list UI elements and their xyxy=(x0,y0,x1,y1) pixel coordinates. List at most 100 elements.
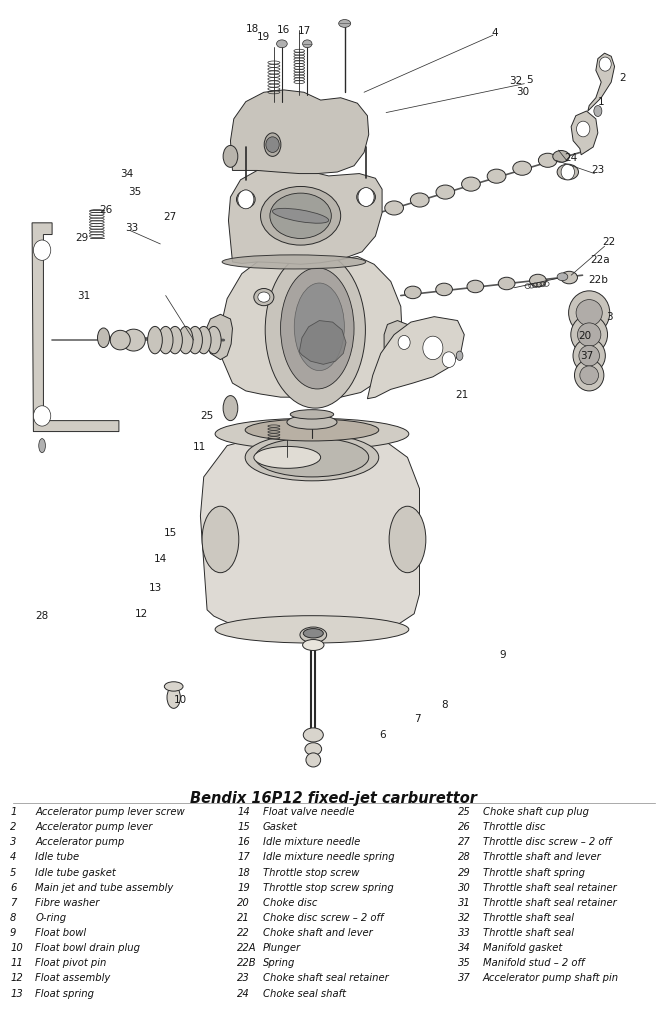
Ellipse shape xyxy=(110,330,130,350)
Ellipse shape xyxy=(167,687,180,708)
Circle shape xyxy=(238,190,254,208)
Ellipse shape xyxy=(389,506,426,572)
Ellipse shape xyxy=(206,326,221,354)
Text: 32: 32 xyxy=(458,913,470,923)
Text: Fibre washer: Fibre washer xyxy=(35,898,100,908)
Ellipse shape xyxy=(568,291,610,334)
Text: 1: 1 xyxy=(10,807,17,817)
Text: Float bowl: Float bowl xyxy=(35,928,87,938)
Text: 10: 10 xyxy=(174,695,187,705)
Polygon shape xyxy=(367,317,464,399)
Ellipse shape xyxy=(573,338,605,373)
Ellipse shape xyxy=(303,640,324,650)
Text: 18: 18 xyxy=(237,868,250,878)
Circle shape xyxy=(33,240,51,261)
Text: 35: 35 xyxy=(458,959,470,969)
Ellipse shape xyxy=(236,191,255,207)
Text: Accelerator pump lever screw: Accelerator pump lever screw xyxy=(35,807,185,817)
Text: 15: 15 xyxy=(164,528,177,539)
Ellipse shape xyxy=(188,326,202,354)
Ellipse shape xyxy=(557,273,568,281)
Circle shape xyxy=(561,165,574,180)
Text: 26: 26 xyxy=(458,822,470,832)
Text: Float pivot pin: Float pivot pin xyxy=(35,959,107,969)
Text: 32: 32 xyxy=(509,77,522,86)
Ellipse shape xyxy=(557,165,578,180)
Text: Choke disc screw – 2 off: Choke disc screw – 2 off xyxy=(263,913,383,923)
Ellipse shape xyxy=(223,145,238,168)
Ellipse shape xyxy=(577,323,601,346)
Circle shape xyxy=(208,331,220,344)
Text: 4: 4 xyxy=(10,852,17,863)
Text: 7: 7 xyxy=(10,898,17,908)
Text: 29: 29 xyxy=(458,868,470,878)
Text: 29: 29 xyxy=(75,233,88,243)
Text: Accelerator pump shaft pin: Accelerator pump shaft pin xyxy=(483,974,619,983)
Ellipse shape xyxy=(410,193,429,207)
Text: 12: 12 xyxy=(135,609,148,618)
Text: 12: 12 xyxy=(10,974,23,983)
Text: 13: 13 xyxy=(148,583,162,593)
Ellipse shape xyxy=(245,419,379,440)
Text: Choke shaft and lever: Choke shaft and lever xyxy=(263,928,372,938)
Ellipse shape xyxy=(594,105,602,117)
Text: Choke seal shaft: Choke seal shaft xyxy=(263,988,345,998)
Text: O-ring: O-ring xyxy=(35,913,67,923)
Text: Throttle shaft seal: Throttle shaft seal xyxy=(483,928,574,938)
Text: Idle mixture needle spring: Idle mixture needle spring xyxy=(263,852,394,863)
Ellipse shape xyxy=(579,345,599,366)
Text: Plunger: Plunger xyxy=(263,943,301,954)
Circle shape xyxy=(33,406,51,426)
Ellipse shape xyxy=(168,326,182,354)
Ellipse shape xyxy=(222,254,366,269)
Ellipse shape xyxy=(294,283,345,371)
Text: Throttle shaft seal: Throttle shaft seal xyxy=(483,913,574,923)
Text: Throttle disc screw – 2 off: Throttle disc screw – 2 off xyxy=(483,837,611,847)
Ellipse shape xyxy=(98,328,110,347)
Text: Throttle shaft seal retainer: Throttle shaft seal retainer xyxy=(483,898,617,908)
Text: 22a: 22a xyxy=(590,254,610,265)
Text: 11: 11 xyxy=(192,443,206,452)
Text: 30: 30 xyxy=(458,883,470,892)
Text: 22B: 22B xyxy=(237,959,257,969)
Text: 21: 21 xyxy=(237,913,250,923)
Ellipse shape xyxy=(215,615,409,643)
Circle shape xyxy=(423,336,443,360)
Text: 28: 28 xyxy=(35,611,48,621)
Ellipse shape xyxy=(148,326,162,354)
Text: 22: 22 xyxy=(603,237,616,247)
Ellipse shape xyxy=(264,133,281,156)
Text: Choke disc: Choke disc xyxy=(263,898,317,908)
Text: Bendix 16P12 fixed-jet carburettor: Bendix 16P12 fixed-jet carburettor xyxy=(190,791,478,806)
Text: Choke shaft seal retainer: Choke shaft seal retainer xyxy=(263,974,388,983)
Text: 24: 24 xyxy=(564,153,578,162)
Ellipse shape xyxy=(456,351,463,361)
Text: 22A: 22A xyxy=(237,943,257,954)
Text: 14: 14 xyxy=(237,807,250,817)
Ellipse shape xyxy=(178,326,193,354)
Text: 22b: 22b xyxy=(588,275,608,285)
Text: 37: 37 xyxy=(458,974,470,983)
Polygon shape xyxy=(384,321,413,368)
Text: Idle tube: Idle tube xyxy=(35,852,79,863)
Polygon shape xyxy=(588,53,615,111)
Ellipse shape xyxy=(576,299,603,326)
Ellipse shape xyxy=(265,251,365,408)
Ellipse shape xyxy=(538,153,557,168)
Ellipse shape xyxy=(436,283,452,295)
Polygon shape xyxy=(220,257,402,399)
Ellipse shape xyxy=(270,193,331,238)
Ellipse shape xyxy=(339,19,351,28)
Ellipse shape xyxy=(245,434,379,480)
Text: Choke shaft cup plug: Choke shaft cup plug xyxy=(483,807,589,817)
Text: 13: 13 xyxy=(10,988,23,998)
Text: 7: 7 xyxy=(414,714,421,725)
Text: 27: 27 xyxy=(458,837,470,847)
Text: 34: 34 xyxy=(120,169,134,179)
Ellipse shape xyxy=(553,150,570,162)
Ellipse shape xyxy=(580,366,599,384)
Text: Float valve needle: Float valve needle xyxy=(263,807,354,817)
Ellipse shape xyxy=(158,326,173,354)
Text: 26: 26 xyxy=(99,204,112,215)
Text: 5: 5 xyxy=(526,75,532,85)
